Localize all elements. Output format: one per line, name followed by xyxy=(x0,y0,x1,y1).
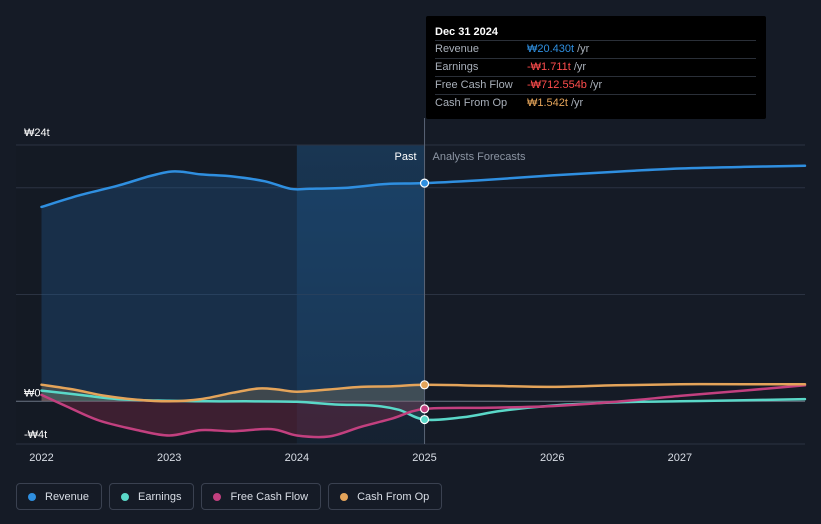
y-tick-label: -₩4t xyxy=(24,429,47,441)
analysts-forecasts-label: Analysts Forecasts xyxy=(433,151,526,163)
x-tick-label: 2023 xyxy=(157,452,181,464)
tooltip-row-value: ₩1.542t xyxy=(527,97,568,109)
legend-label: Free Cash Flow xyxy=(230,490,309,503)
area-revenue xyxy=(41,171,425,402)
legend-item-free-cash-flow[interactable]: Free Cash Flow xyxy=(201,483,322,510)
tooltip-row-cash-from-op: Cash From Op ₩1.542t /yr xyxy=(435,94,756,112)
x-tick-label: 2027 xyxy=(668,452,692,464)
tooltip-row-value: ₩20.430t xyxy=(527,43,575,55)
legend-label: Revenue xyxy=(45,490,90,503)
data-tooltip: Dec 31 2024 Revenue ₩20.430t /yr Earning… xyxy=(426,16,766,119)
legend-item-revenue[interactable]: Revenue xyxy=(16,483,103,510)
tooltip-row-value: -₩1.711t xyxy=(527,61,571,73)
x-tick-label: 2024 xyxy=(285,452,309,464)
tooltip-row-label: Revenue xyxy=(435,43,480,55)
series-areas xyxy=(41,171,425,438)
tooltip-row-revenue: Revenue ₩20.430t /yr xyxy=(435,40,756,58)
tooltip-row-value: -₩712.554b xyxy=(527,79,587,91)
legend-dot-icon xyxy=(28,492,36,501)
line-cash-from-op xyxy=(40,382,807,403)
marker-revenue xyxy=(419,178,430,188)
tooltip-row-unit: /yr xyxy=(589,79,603,91)
tooltip-row-label: Earnings xyxy=(435,61,479,73)
series-markers xyxy=(419,178,430,425)
tooltip-row-label: Cash From Op xyxy=(435,97,508,109)
y-axis-labels: ₩24t ₩0 -₩4t xyxy=(24,127,50,441)
legend-item-earnings[interactable]: Earnings xyxy=(109,483,195,510)
marker-free-cash-flow xyxy=(419,404,430,414)
tooltip-row-unit: /yr xyxy=(570,97,584,109)
chart-legend: Revenue Earnings Free Cash Flow Cash Fro… xyxy=(16,483,443,510)
area-free-cash-flow xyxy=(41,394,425,438)
legend-dot-icon xyxy=(340,492,349,501)
marker-earnings xyxy=(419,414,430,425)
line-revenue xyxy=(40,164,807,209)
tooltip-row-earnings: Earnings -₩1.711t /yr xyxy=(435,58,756,76)
legend-dot-icon xyxy=(213,492,222,501)
tooltip-row-unit: /yr xyxy=(577,43,590,55)
x-tick-label: 2026 xyxy=(540,452,564,464)
x-tick-label: 2022 xyxy=(29,452,53,464)
tooltip-row-free-cash-flow: Free Cash Flow -₩712.554b /yr xyxy=(435,76,756,94)
series-lines xyxy=(40,164,807,439)
legend-label: Cash From Op xyxy=(357,490,430,503)
y-tick-label: ₩0 xyxy=(24,387,41,399)
line-free-cash-flow xyxy=(40,384,807,439)
past-label: Past xyxy=(395,151,417,163)
x-axis-labels: 2022 2023 2024 2025 2026 2027 xyxy=(29,452,692,464)
y-tick-label: ₩24t xyxy=(24,127,50,139)
legend-label: Earnings xyxy=(138,490,182,503)
legend-dot-icon xyxy=(121,492,130,501)
tooltip-row-label: Free Cash Flow xyxy=(435,79,513,91)
tooltip-date: Dec 31 2024 xyxy=(435,26,498,38)
legend-item-cash-from-op[interactable]: Cash From Op xyxy=(328,483,443,510)
x-tick-label: 2025 xyxy=(412,452,436,464)
marker-cash-from-op xyxy=(419,380,430,390)
tooltip-row-unit: /yr xyxy=(573,61,587,73)
